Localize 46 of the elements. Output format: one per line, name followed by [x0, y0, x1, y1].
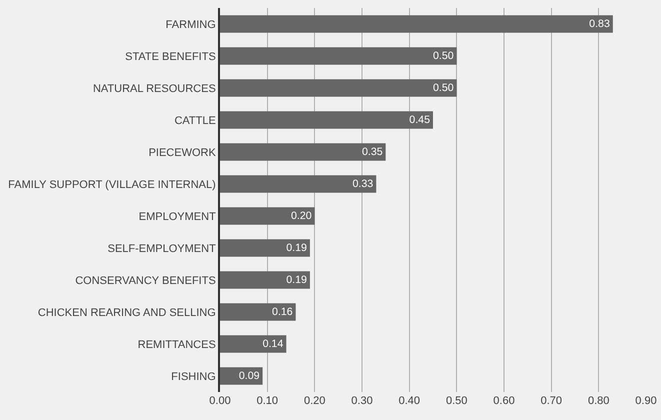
bar — [220, 175, 376, 193]
data-label: 0.35 — [362, 146, 383, 158]
bar — [220, 15, 613, 33]
bar — [220, 335, 286, 353]
x-tick-label: 0.60 — [493, 395, 515, 407]
x-tick-label: 0.70 — [540, 395, 562, 407]
x-tick-label: 0.30 — [351, 395, 373, 407]
data-label: 0.19 — [286, 274, 308, 286]
y-tick-label: FARMING — [166, 18, 216, 31]
x-tick-label: 0.20 — [304, 395, 326, 407]
data-label: 0.09 — [238, 370, 260, 382]
data-label: 0.19 — [286, 242, 308, 254]
y-tick-label: STATE BENEFITS — [125, 50, 216, 63]
y-tick-label: CONSERVANCY BENEFITS — [75, 274, 216, 287]
data-label: 0.33 — [352, 178, 374, 190]
x-tick-label: 0.90 — [635, 395, 657, 407]
x-tick-label: 0.80 — [588, 395, 610, 407]
x-tick-label: 0.10 — [256, 395, 278, 407]
data-label: 0.16 — [272, 306, 293, 318]
bar — [220, 207, 315, 225]
data-label: 0.83 — [589, 18, 610, 30]
y-tick-label: SELF-EMPLOYMENT — [108, 242, 216, 255]
x-tick-label: 0.50 — [446, 395, 468, 407]
data-label: 0.20 — [290, 210, 312, 222]
y-tick-label: CATTLE — [174, 114, 216, 127]
x-tick-label: 0.00 — [209, 395, 231, 407]
y-tick-label: NATURAL RESOURCES — [92, 82, 216, 95]
y-tick-label: EMPLOYMENT — [138, 210, 216, 223]
bar — [220, 303, 296, 321]
bar — [220, 367, 263, 385]
x-tick-label: 0.40 — [398, 395, 420, 407]
bar — [220, 239, 310, 257]
data-label: 0.14 — [262, 338, 284, 350]
y-tick-label: FISHING — [171, 370, 216, 383]
y-tick-label: FAMILY SUPPORT (VILLAGE INTERNAL) — [8, 178, 216, 191]
bar — [220, 143, 386, 161]
y-tick-label: PIECEWORK — [148, 146, 216, 159]
y-tick-label: CHICKEN REARING AND SELLING — [38, 306, 216, 319]
bar — [220, 271, 310, 289]
data-label: 0.50 — [432, 82, 454, 94]
bar — [220, 111, 433, 129]
bar — [220, 79, 457, 97]
bar — [220, 47, 457, 65]
y-tick-label: REMITTANCES — [138, 338, 216, 351]
data-label: 0.45 — [409, 114, 430, 126]
data-label: 0.50 — [432, 50, 454, 62]
